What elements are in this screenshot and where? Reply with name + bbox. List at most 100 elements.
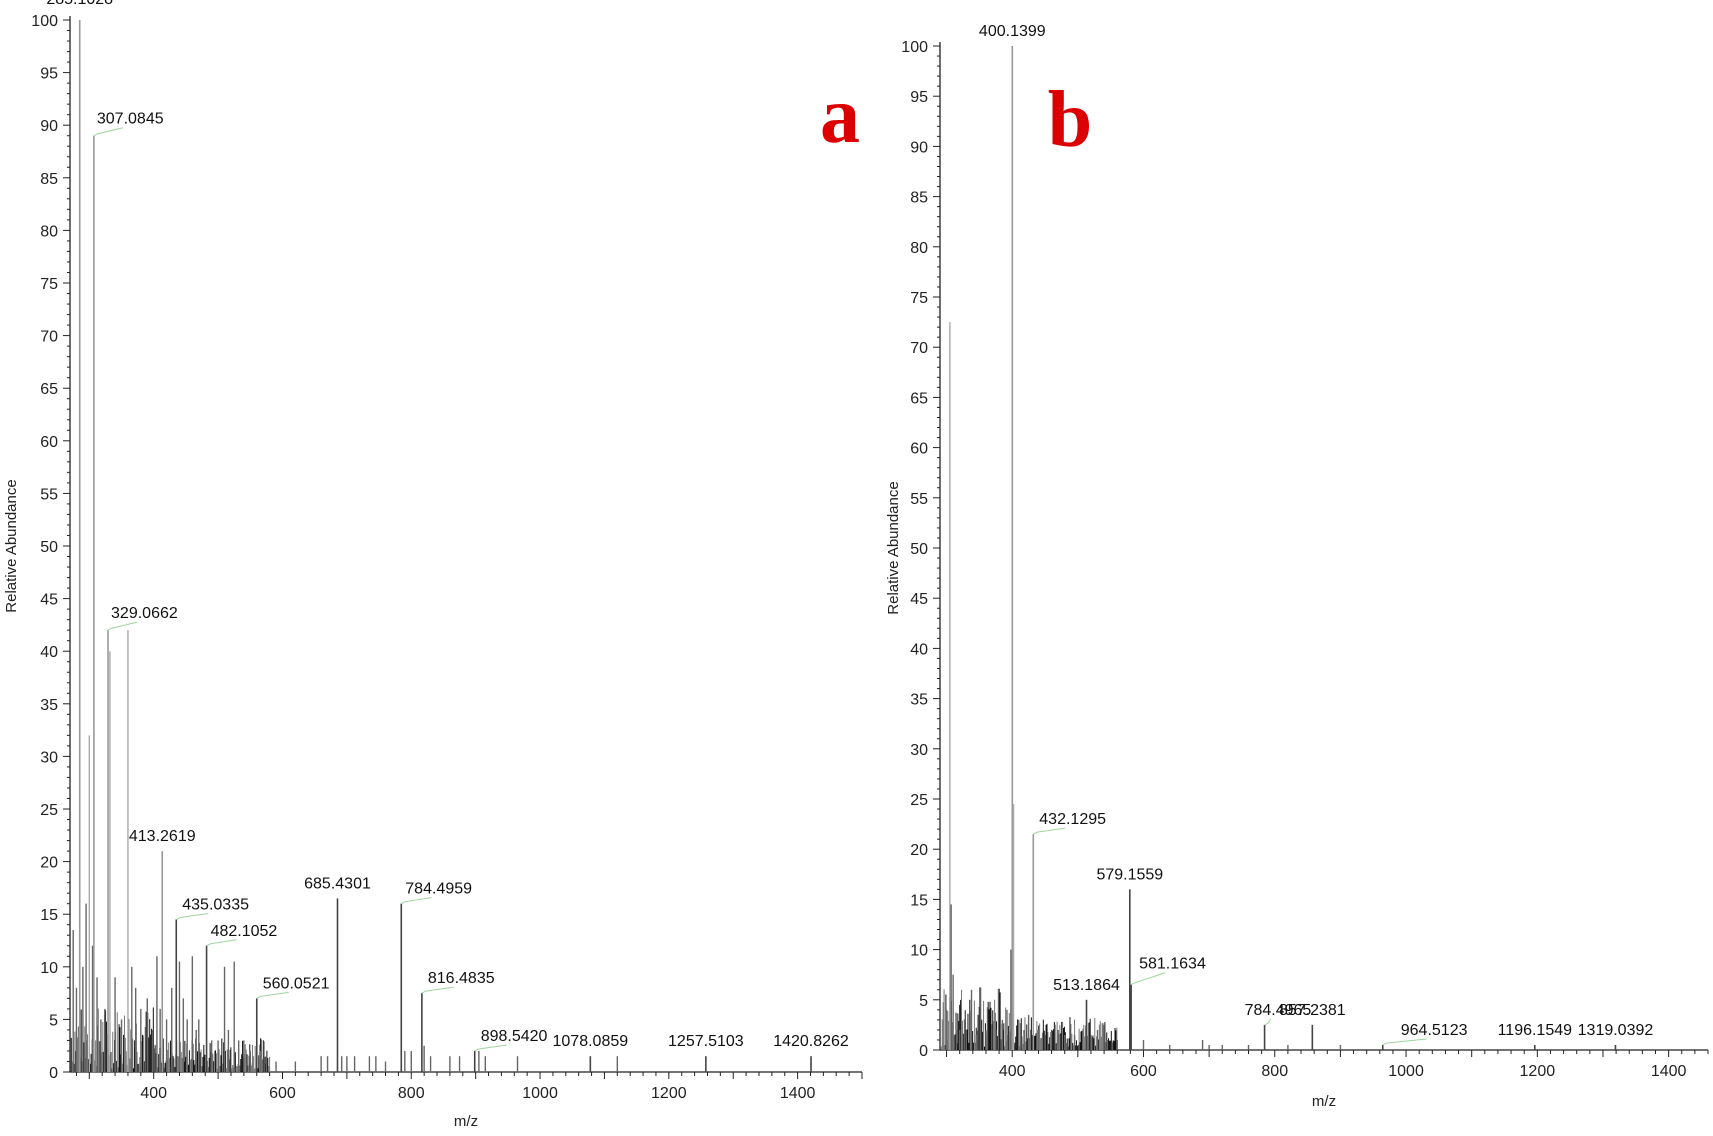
peak-label: 307.0845	[97, 111, 164, 128]
peak-label: 784.4959	[405, 881, 472, 898]
y-tick-label: 30	[40, 749, 58, 766]
y-tick-label: 30	[910, 742, 928, 759]
y-tick-label: 0	[919, 1043, 928, 1060]
y-tick-label: 80	[910, 240, 928, 257]
x-tick-label: 1200	[651, 1085, 687, 1102]
peak-label: 513.1864	[1053, 977, 1120, 994]
x-axis-title: m/z	[454, 1113, 478, 1130]
y-tick-label: 35	[910, 692, 928, 709]
x-tick-label: 1000	[1388, 1063, 1424, 1080]
y-tick-label: 65	[910, 390, 928, 407]
peak-label: 560.0521	[263, 975, 330, 992]
panel-label-b: b	[1048, 76, 1093, 164]
peak-label: 1319.0392	[1578, 1022, 1654, 1039]
spectrum-panel-b: 400 600 800 1000 1200 1400 0 5 10 15 20 25 30 35 40 45 5…	[885, 23, 1709, 1110]
y-tick-label: 100	[901, 39, 928, 56]
peak-label: 1196.1549	[1498, 1022, 1573, 1039]
y-tick-label: 100	[31, 13, 58, 30]
y-tick-label: 55	[40, 486, 58, 503]
y-tick-label: 10	[910, 943, 928, 960]
y-tick-label: 35	[40, 697, 58, 714]
x-tick-label: 400	[999, 1063, 1026, 1080]
x-tick-label: 600	[269, 1085, 296, 1102]
peak-label: 857.2381	[1279, 1002, 1346, 1019]
y-tick-label: 50	[910, 541, 928, 558]
peak-leader-line	[176, 912, 209, 920]
peak-label: 413.2619	[129, 828, 196, 845]
peak-leader-line	[1382, 1038, 1427, 1046]
y-tick-label: 70	[40, 329, 58, 346]
y-tick-label: 90	[40, 118, 58, 135]
peak-leader-line	[1130, 972, 1166, 986]
peak-label: 400.1399	[979, 23, 1046, 40]
peak-label: 432.1295	[1039, 811, 1106, 828]
peak-leader-line	[474, 1044, 507, 1052]
y-tick-label: 25	[40, 802, 58, 819]
peak-leader-line	[1033, 827, 1066, 835]
panel-label-a: a	[820, 72, 860, 160]
y-tick-label: 20	[40, 855, 58, 872]
y-tick-label: 15	[910, 892, 928, 909]
y-tick-label: 45	[40, 592, 58, 609]
y-tick-label: 0	[49, 1065, 58, 1082]
spectrum-panel-a: 400 600 800 1000 1200 1400 0 5 10 15 20 25 30 35 40 45 5…	[3, 0, 863, 1130]
peak-label: 285.1028	[46, 0, 113, 8]
y-tick-label: 95	[910, 89, 928, 106]
y-tick-label: 45	[910, 591, 928, 608]
y-tick-label: 10	[40, 960, 58, 977]
x-tick-label: 1000	[522, 1085, 558, 1102]
x-tick-label: 600	[1130, 1063, 1157, 1080]
x-tick-label: 1200	[1520, 1063, 1556, 1080]
y-tick-label: 40	[40, 644, 58, 661]
x-tick-label: 800	[398, 1085, 425, 1102]
peak-label: 685.4301	[304, 875, 371, 892]
peak-label: 579.1559	[1096, 866, 1163, 883]
y-tick-label: 25	[910, 792, 928, 809]
x-axis-title: m/z	[1312, 1093, 1336, 1110]
x-tick-label: 800	[1261, 1063, 1288, 1080]
peak-label: 784.4965	[1245, 1002, 1312, 1019]
peak-leader-line	[107, 621, 138, 631]
y-tick-label: 55	[910, 491, 928, 508]
y-axis-title: Relative Abundance	[885, 481, 902, 614]
y-axis-title: Relative Abundance	[3, 479, 20, 612]
y-tick-label: 40	[910, 641, 928, 658]
y-tick-label: 60	[910, 441, 928, 458]
peak-label: 1420.8262	[773, 1033, 849, 1050]
peak-label: 435.0335	[182, 896, 249, 913]
y-tick-label: 65	[40, 381, 58, 398]
peak-leader-line	[256, 991, 289, 999]
y-tick-label: 90	[910, 139, 928, 156]
peak-label: 329.0662	[111, 605, 178, 622]
x-tick-label: 1400	[780, 1085, 816, 1102]
y-tick-label: 15	[40, 907, 58, 924]
y-tick-label: 75	[910, 290, 928, 307]
y-tick-label: 60	[40, 434, 58, 451]
y-tick-label: 80	[40, 223, 58, 240]
x-tick-label: 400	[140, 1085, 167, 1102]
peak-leader-line	[93, 127, 123, 137]
y-tick-label: 20	[910, 842, 928, 859]
peak-label: 1257.5103	[668, 1033, 744, 1050]
y-tick-label: 70	[910, 340, 928, 357]
peak-leader-line	[206, 939, 237, 947]
peak-leader-line	[1264, 1018, 1272, 1026]
y-tick-label: 95	[40, 66, 58, 83]
y-tick-label: 75	[40, 276, 58, 293]
peak-label: 898.5420	[481, 1028, 548, 1045]
peak-leader-line	[421, 986, 454, 994]
y-tick-label: 5	[919, 993, 928, 1010]
peak-label: 581.1634	[1139, 956, 1206, 973]
peak-label: 1078.0859	[553, 1033, 629, 1050]
peak-leader-line	[401, 897, 432, 905]
y-tick-label: 85	[910, 190, 928, 207]
y-tick-label: 5	[49, 1012, 58, 1029]
x-tick-label: 1400	[1651, 1063, 1687, 1080]
peak-label: 482.1052	[211, 923, 278, 940]
y-tick-label: 85	[40, 171, 58, 188]
peak-label: 816.4835	[428, 970, 495, 987]
y-tick-label: 50	[40, 539, 58, 556]
peak-label: 964.5123	[1401, 1022, 1468, 1039]
